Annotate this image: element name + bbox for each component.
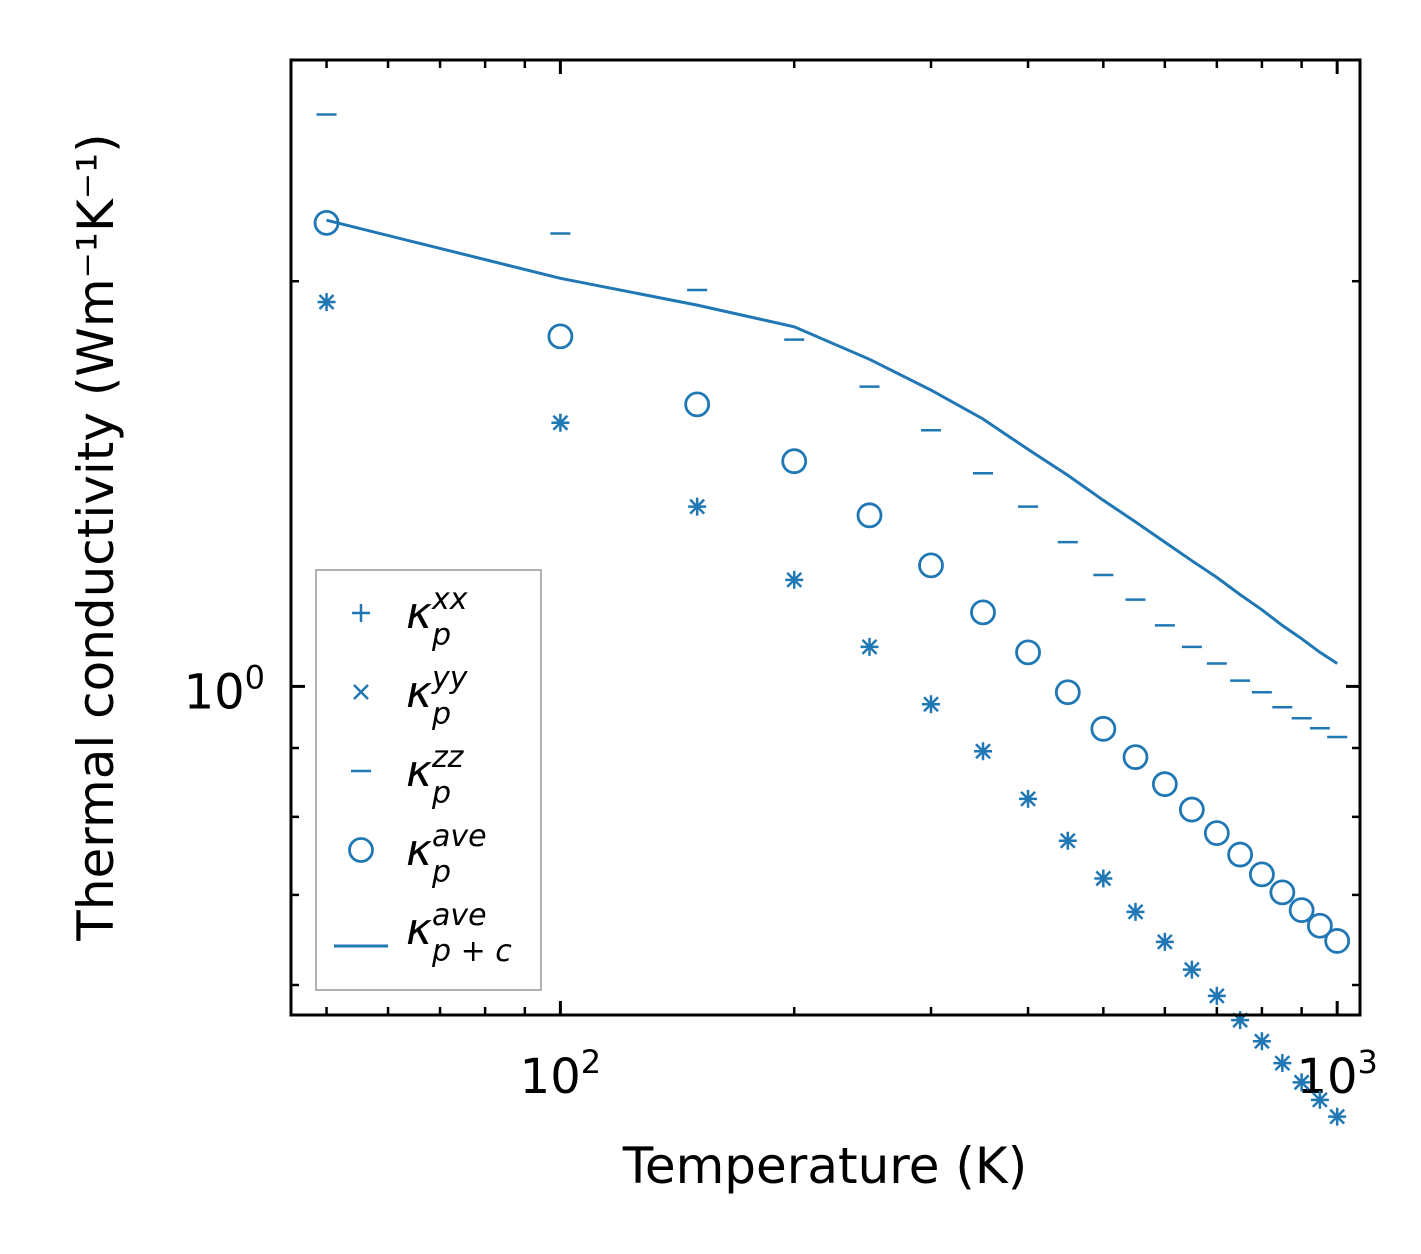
legend: κxx p κyy p κzz p κave p κave p + c [315, 569, 542, 991]
x-b [1156, 933, 1173, 950]
x-b [786, 571, 803, 588]
x-axis-label: Temperature (K) [622, 1137, 1027, 1195]
legend-entry: κave p [348, 819, 487, 890]
data-point-x [689, 498, 706, 515]
x-b [923, 696, 939, 713]
x-b [1254, 1033, 1270, 1050]
data-point-x [318, 294, 335, 310]
x-b [552, 414, 569, 431]
legend-entry: κave p + c [334, 898, 512, 969]
data-point-x [1020, 790, 1036, 807]
data-point-x [1156, 933, 1173, 950]
data-point-x [861, 638, 878, 655]
data-point-x [923, 696, 939, 713]
data-point-x [786, 571, 803, 588]
x-tick-label: 103 [1296, 1043, 1377, 1105]
x-b [1208, 987, 1225, 1004]
data-point-x [1274, 1055, 1291, 1071]
data-point-x [552, 414, 569, 431]
y-axis-label: Thermal conductivity (Wm⁻¹K⁻¹) [67, 133, 125, 941]
data-point-x [1127, 903, 1144, 920]
series-x [318, 294, 1346, 1125]
legend-marker [348, 837, 374, 863]
data-point-circle [1306, 912, 1333, 939]
series-circle [313, 209, 1351, 954]
series-hline [316, 113, 1348, 739]
plot-frame [289, 58, 1362, 1017]
data-point-x [1254, 1033, 1270, 1050]
data-point-x [1208, 987, 1225, 1004]
x-b [861, 638, 878, 655]
series-line [326, 218, 1339, 665]
data-point-circle [1324, 928, 1351, 954]
data-point-circle [1015, 639, 1041, 666]
data-point-circle [1288, 897, 1315, 924]
x-b [689, 498, 706, 515]
x-b [318, 294, 335, 310]
x-b [1274, 1055, 1291, 1071]
x-b [1127, 903, 1144, 920]
data-point-x [1059, 832, 1076, 849]
y-tick-label: 100 [184, 658, 265, 720]
legend-label: κxx p [406, 582, 468, 653]
legend-label: κyy p [406, 661, 469, 732]
data-point-circle [1090, 715, 1117, 742]
legend-marker [352, 604, 370, 622]
x-b [1095, 870, 1112, 887]
data-point-circle [918, 552, 944, 579]
data-point-circle [1122, 744, 1149, 771]
series-line [326, 218, 1339, 665]
x-b [353, 684, 369, 700]
legend-label: κzz p [406, 740, 465, 811]
data-point-circle [970, 599, 996, 626]
x-b [1020, 790, 1036, 807]
x-b [1329, 1108, 1346, 1125]
legend-entry: κxx p [352, 582, 468, 653]
x-b [1311, 1091, 1328, 1108]
data-point-circle [1269, 879, 1296, 906]
data-point-circle [684, 391, 711, 418]
x-tick-label: 102 [520, 1043, 601, 1105]
data-point-x [1311, 1091, 1328, 1108]
data-point-circle [1054, 679, 1081, 706]
data-point-x [1329, 1108, 1346, 1125]
legend-entry: κyy p [353, 661, 469, 732]
x-b [1183, 961, 1200, 978]
data-point-circle [1227, 841, 1254, 868]
data-point-x [1183, 961, 1200, 978]
tick-labels: 102 103 100 [184, 658, 1378, 1105]
series-layer [313, 113, 1351, 1126]
legend-label: κave p + c [406, 898, 512, 969]
x-b [1059, 832, 1076, 849]
legend-entry: κzz p [351, 740, 465, 811]
data-point-circle [1151, 771, 1178, 798]
x-b [975, 743, 991, 760]
data-point-x [975, 743, 991, 760]
data-point-circle [1203, 820, 1230, 847]
major-ticks [291, 60, 1360, 1015]
x-b [1293, 1074, 1310, 1091]
legend-marker [353, 684, 369, 700]
data-point-circle [547, 323, 574, 350]
data-point-circle [1248, 861, 1275, 888]
data-point-circle [781, 448, 808, 475]
data-point-x [1095, 870, 1112, 887]
legend-frame [315, 569, 542, 991]
data-point-circle [1178, 796, 1205, 823]
data-point-circle [856, 502, 883, 529]
data-point-x [1293, 1074, 1310, 1091]
legend-label: κave p [406, 819, 487, 890]
